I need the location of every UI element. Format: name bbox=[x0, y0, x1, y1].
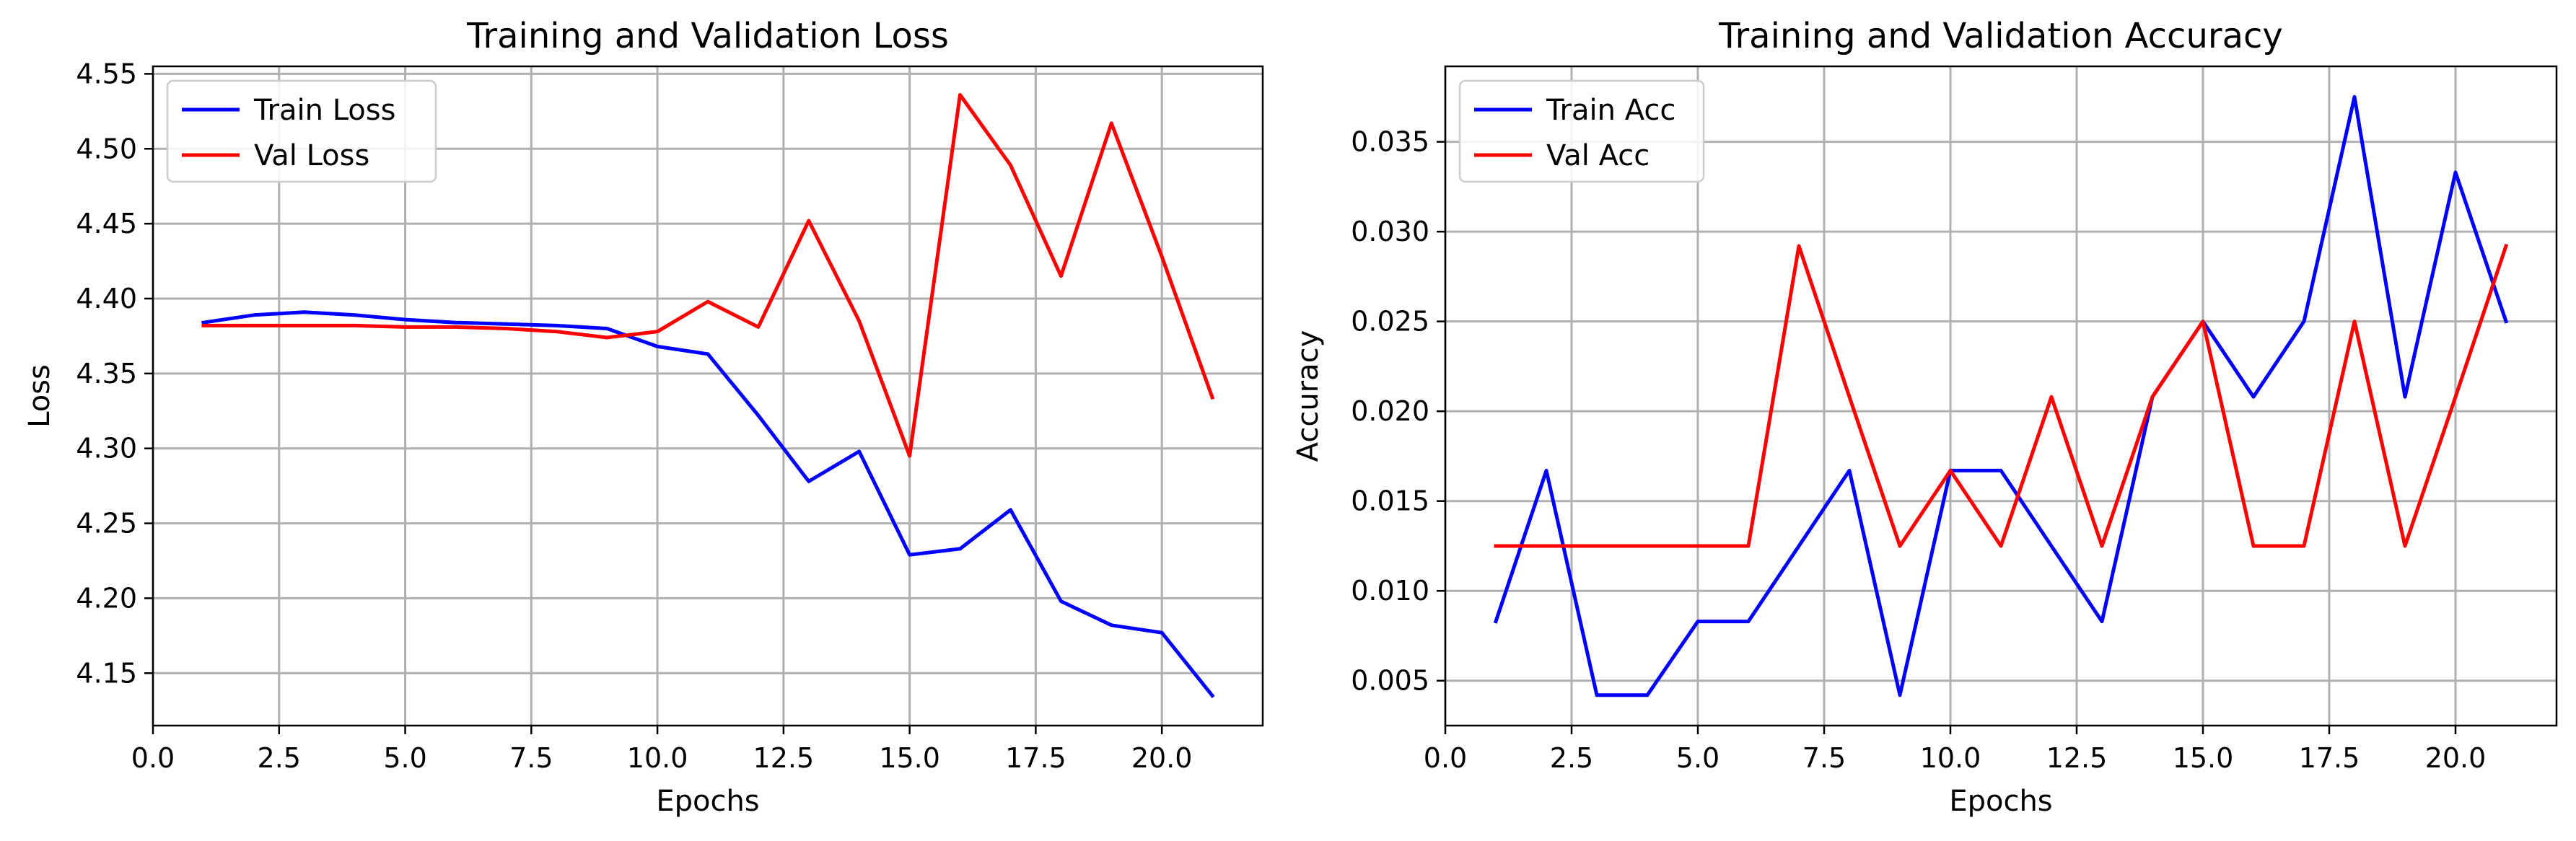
x-tick-label: 17.5 bbox=[2299, 742, 2360, 774]
x-tick-label: 7.5 bbox=[509, 742, 553, 774]
y-tick-label: 4.40 bbox=[76, 283, 137, 314]
legend-label-train-acc: Train Acc bbox=[1546, 94, 1675, 127]
x-tick-label: 0.0 bbox=[1424, 742, 1467, 774]
accuracy-y-axis-label: Accuracy bbox=[1292, 330, 1325, 462]
x-tick-label: 7.5 bbox=[1802, 742, 1846, 774]
accuracy-series-train-acc bbox=[1493, 94, 2509, 697]
y-tick-label: 0.035 bbox=[1351, 126, 1429, 158]
accuracy-series-val-acc bbox=[1494, 243, 2509, 548]
x-tick-label: 5.0 bbox=[1676, 742, 1719, 774]
loss-axes-frame bbox=[152, 65, 1264, 727]
loss-panel: 0.0 2.5 5.0 7.5 10.0 12.5 15.0 17.5 20.0 4.15 4.20… bbox=[23, 16, 1264, 818]
y-tick-label: 4.15 bbox=[76, 657, 137, 689]
y-tick-label: 4.30 bbox=[76, 433, 137, 464]
x-tick-label: 10.0 bbox=[627, 742, 688, 774]
loss-chart-title: Training and Validation Loss bbox=[466, 16, 949, 56]
x-tick-label: 10.0 bbox=[1920, 742, 1981, 774]
y-tick-label: 0.030 bbox=[1351, 216, 1429, 247]
loss-x-axis-label: Epochs bbox=[656, 785, 759, 818]
x-tick-label: 15.0 bbox=[2173, 742, 2234, 774]
loss-series-val-loss bbox=[201, 93, 1215, 458]
y-tick-label: 4.50 bbox=[76, 133, 137, 164]
accuracy-x-axis-label: Epochs bbox=[1949, 785, 2052, 818]
y-tick-label: 4.45 bbox=[76, 208, 137, 239]
x-tick-label: 17.5 bbox=[1005, 742, 1066, 774]
y-tick-label: 0.005 bbox=[1351, 665, 1429, 697]
accuracy-panel: 0.0 2.5 5.0 7.5 10.0 12.5 15.0 17.5 20.0 0.005 0.0… bbox=[1292, 16, 2558, 818]
y-tick-label: 4.35 bbox=[76, 358, 137, 389]
accuracy-axes-frame bbox=[1444, 65, 2558, 727]
y-tick-label: 0.020 bbox=[1351, 395, 1429, 427]
y-tick-label: 4.20 bbox=[76, 582, 137, 614]
y-tick-label: 0.025 bbox=[1351, 306, 1429, 338]
x-tick-label: 2.5 bbox=[258, 742, 301, 774]
legend-label-val-loss: Val Loss bbox=[254, 139, 369, 172]
loss-y-axis-label: Loss bbox=[23, 364, 56, 428]
x-tick-label: 12.5 bbox=[2046, 742, 2108, 774]
x-tick-label: 20.0 bbox=[1131, 742, 1193, 774]
x-tick-label: 15.0 bbox=[879, 742, 940, 774]
loss-series-train-loss bbox=[201, 310, 1215, 699]
accuracy-chart-title: Training and Validation Accuracy bbox=[1718, 16, 2283, 56]
accuracy-legend: Train Acc Val Acc bbox=[1458, 79, 1705, 183]
legend-label-train-loss: Train Loss bbox=[253, 94, 395, 127]
y-tick-label: 0.010 bbox=[1351, 575, 1429, 607]
x-tick-label: 20.0 bbox=[2425, 742, 2487, 774]
x-tick-label: 5.0 bbox=[383, 742, 426, 774]
y-tick-label: 0.015 bbox=[1351, 485, 1429, 517]
loss-legend: Train Loss Val Loss bbox=[166, 79, 437, 183]
legend-label-val-acc: Val Acc bbox=[1546, 139, 1650, 172]
x-tick-label: 12.5 bbox=[753, 742, 815, 774]
y-tick-label: 4.55 bbox=[76, 58, 137, 89]
y-tick-label: 4.25 bbox=[76, 508, 137, 540]
x-tick-label: 0.0 bbox=[131, 742, 175, 774]
x-tick-label: 2.5 bbox=[1550, 742, 1593, 774]
